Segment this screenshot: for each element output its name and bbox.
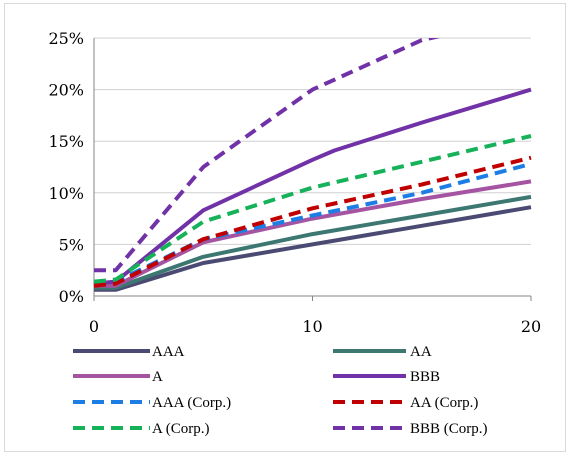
series-line-a-corp: [93, 134, 532, 284]
legend-label: BBB: [410, 369, 440, 385]
legend-label: BBB (Corp.): [410, 421, 488, 437]
x-tick-label: 10: [302, 317, 322, 336]
x-tick-label: 0: [89, 317, 99, 336]
legend-label: A (Corp.): [152, 421, 210, 437]
legend-label: AAA (Corp.): [152, 395, 231, 411]
legend-label: AA: [410, 344, 432, 360]
legend-label: AAA: [152, 344, 185, 360]
series-line-aa-corp: [93, 155, 532, 288]
legend-label: A: [152, 369, 163, 385]
legend-label: AA (Corp.): [410, 395, 478, 411]
x-tick-label: 20: [521, 317, 541, 336]
series-line-bbb: [93, 87, 532, 286]
series-line-aaa: [94, 205, 532, 292]
y-tick-label: 25%: [48, 29, 84, 48]
y-tick-label: 20%: [48, 81, 84, 100]
y-tick-label: 0%: [59, 287, 84, 306]
series-line-a: [94, 179, 532, 288]
series-line-aaa-corp: [93, 161, 532, 286]
y-tick-label: 10%: [48, 184, 84, 203]
y-tick-label: 15%: [48, 132, 84, 151]
series-line-aa: [94, 194, 532, 290]
series-line-bbb-corp: [94, 38, 441, 273]
y-tick-label: 5%: [59, 235, 84, 254]
